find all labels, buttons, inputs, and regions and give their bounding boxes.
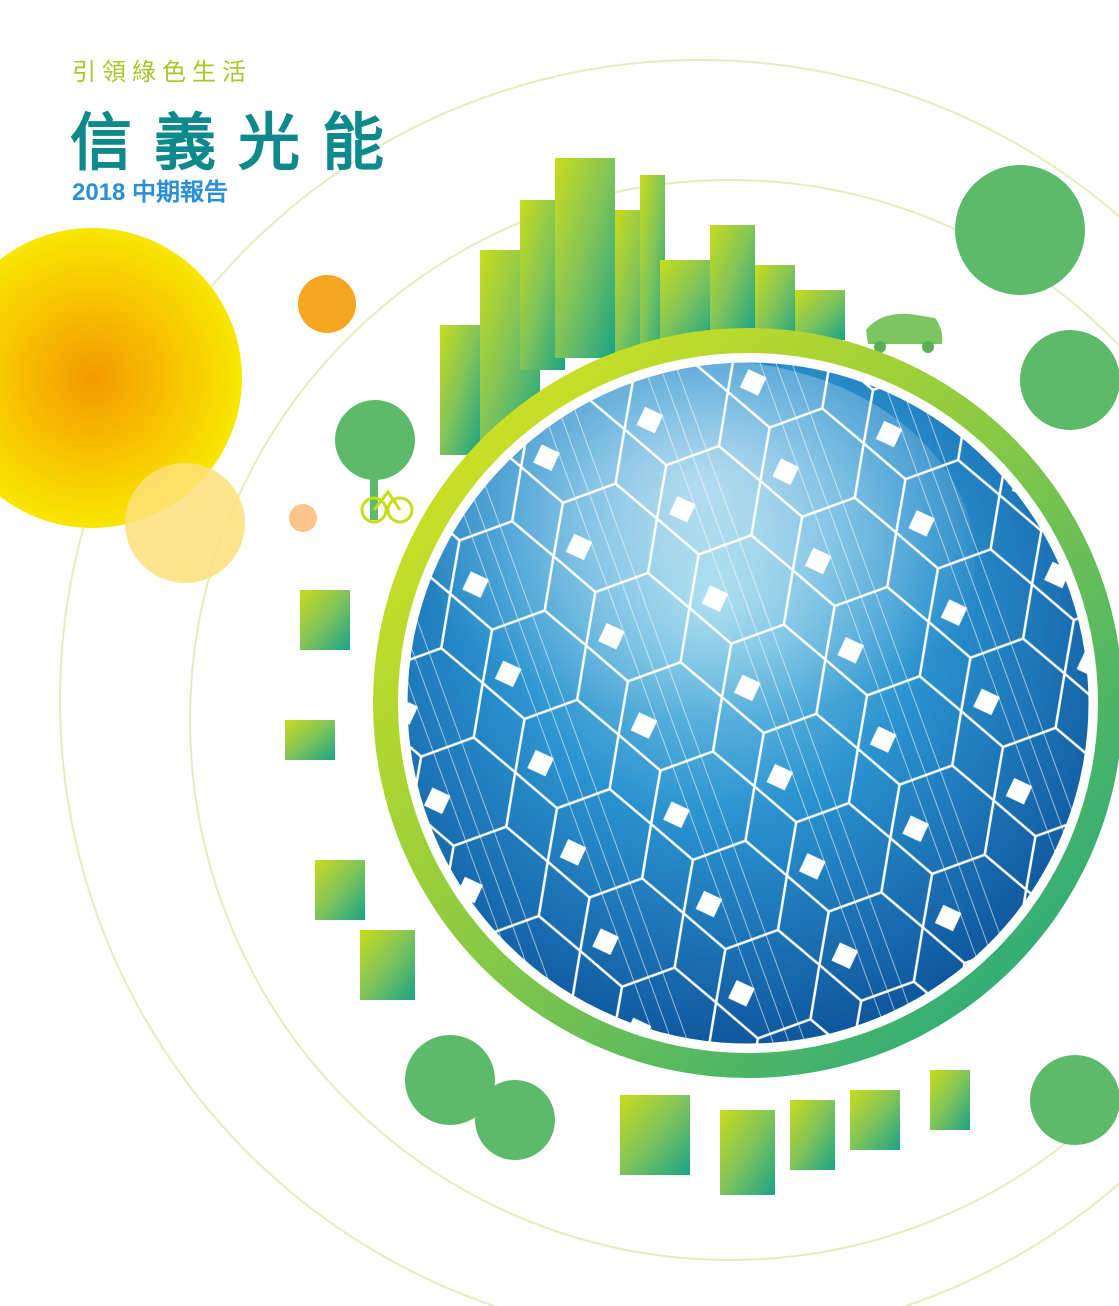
solar-globe-icon xyxy=(404,359,1092,1047)
orbit-lines xyxy=(59,59,1119,1306)
report-title: 2018 中期報告 xyxy=(72,179,229,206)
bicycle-icon xyxy=(360,489,414,524)
sun-icon xyxy=(0,228,356,583)
cover-slogan: 引領綠色生活 xyxy=(72,58,252,86)
tree-icon xyxy=(335,165,1119,1160)
city-skyline-icon xyxy=(285,158,970,1195)
brand-name: 信義光能 xyxy=(70,106,407,179)
car-icon xyxy=(866,313,943,353)
